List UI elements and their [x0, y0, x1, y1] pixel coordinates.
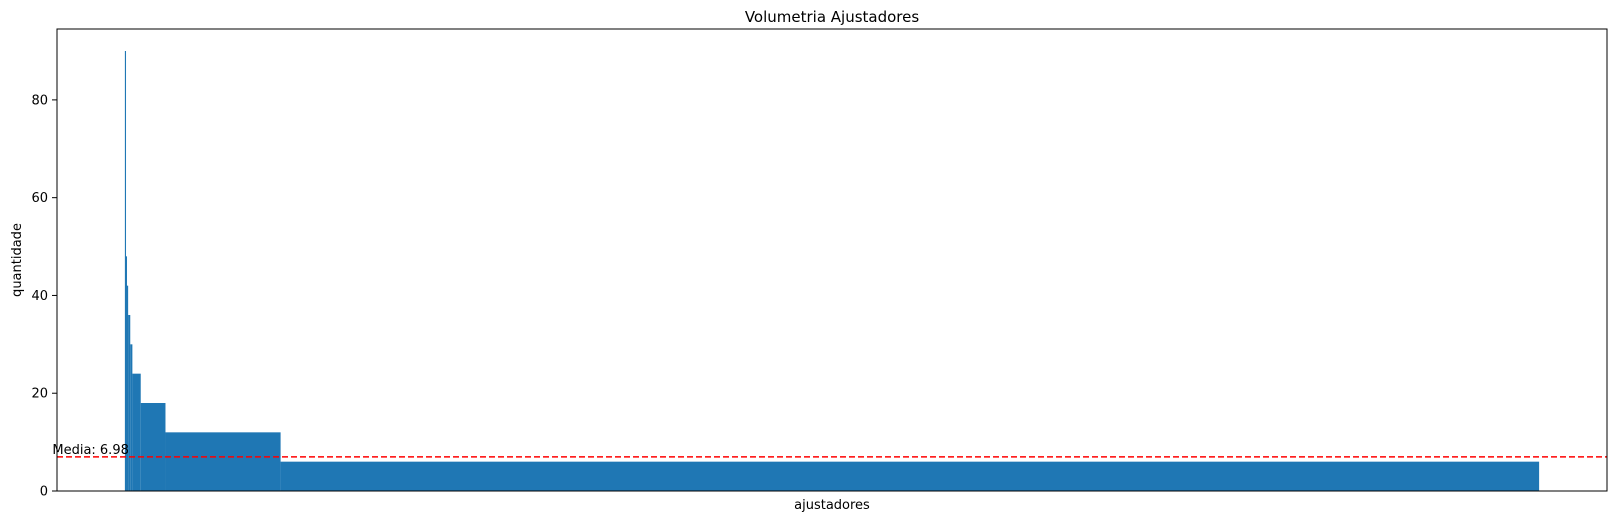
y-tick-label: 80 [31, 93, 48, 108]
y-tick-label: 0 [40, 485, 48, 500]
y-axis-ticks: 0 20 40 60 80 [31, 93, 57, 500]
y-tick-label: 40 [31, 289, 48, 304]
bar-segment-0 [124, 51, 127, 491]
bar-segment-4 [130, 344, 133, 491]
chart-title: Volumetria Ajustadores [745, 8, 920, 26]
plot-frame [56, 28, 1608, 492]
x-axis-label: ajustadores [794, 498, 870, 513]
bars [124, 51, 1540, 491]
bar-segment-2 [127, 285, 129, 491]
bar-segment-5 [132, 373, 141, 491]
bar-segment-8 [280, 461, 1540, 491]
bar-segment-7 [165, 432, 281, 491]
y-tick-label: 20 [31, 387, 48, 402]
y-tick-label: 60 [31, 191, 48, 206]
mean-label: Media: 6.98 [52, 443, 129, 458]
bar-segment-1 [126, 256, 128, 491]
y-axis-label: quantidade [10, 223, 25, 297]
bar-segment-6 [140, 403, 166, 491]
mean-line-group: Media: 6.98 [52, 443, 1607, 458]
bar-segment-3 [128, 315, 131, 491]
